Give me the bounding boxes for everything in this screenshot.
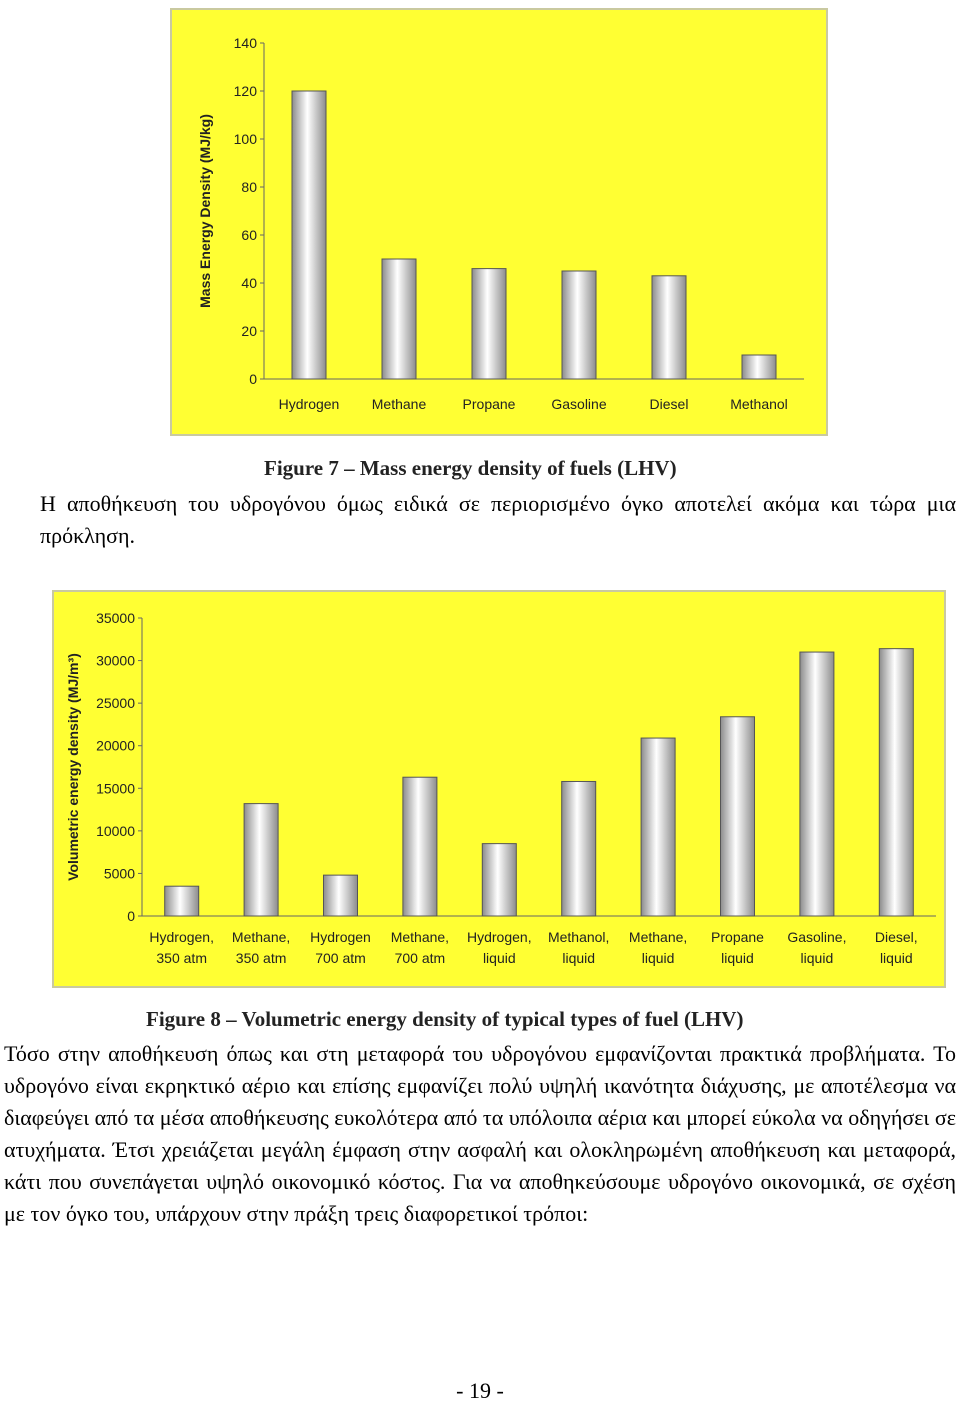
category-label: Propane <box>711 929 764 945</box>
mass-energy-density-chart: 0 20 40 60 80 100 120 140 Mass Energy Density (M… <box>170 8 828 436</box>
y-tick-label: 0 <box>127 908 135 924</box>
volumetric-energy-density-plot: 0 5000 10000 15000 20000 25000 30000 35000 Volum… <box>65 610 936 966</box>
bar <box>402 776 438 917</box>
category-label: Gasoline <box>551 396 606 412</box>
page-number: - 19 - <box>456 1378 504 1403</box>
y-tick-label: 35000 <box>96 610 135 626</box>
y-tick-label: 0 <box>249 371 257 387</box>
y-tick-label: 30000 <box>96 653 135 669</box>
bar <box>640 737 676 917</box>
mass-energy-density-plot: 0 20 40 60 80 100 120 140 Mass Energy Density (M… <box>197 35 804 412</box>
bar <box>799 651 835 917</box>
y-tick-label: 120 <box>234 83 258 99</box>
category-label: Methane, <box>391 929 449 945</box>
bar <box>561 270 597 380</box>
bar <box>291 90 327 380</box>
category-label: Methane, <box>629 929 687 945</box>
y-tick-label: 20 <box>241 323 257 339</box>
y-tick-label: 60 <box>241 227 257 243</box>
y-tick-label: 20000 <box>96 738 135 754</box>
category-label: Methanol <box>730 396 788 412</box>
y-tick-label: 25000 <box>96 695 135 711</box>
category-label: Methanol, <box>548 929 609 945</box>
y-tick-label: 80 <box>241 179 257 195</box>
category-label: Hydrogen <box>310 929 371 945</box>
y-tick-label: 100 <box>234 131 258 147</box>
y-tick-label: 5000 <box>104 865 135 881</box>
category-label: liquid <box>562 950 595 966</box>
category-label: 350 atm <box>236 950 287 966</box>
bar <box>651 275 687 380</box>
y-tick-label: 40 <box>241 275 257 291</box>
bar <box>720 716 755 917</box>
category-label: Hydrogen, <box>149 929 214 945</box>
category-label: Gasoline, <box>787 929 846 945</box>
bar <box>878 648 914 917</box>
category-label: Diesel, <box>875 929 918 945</box>
bar <box>243 803 279 917</box>
category-label: Hydrogen, <box>467 929 532 945</box>
y-tick-label: 15000 <box>96 780 135 796</box>
y-axis-label: Mass Energy Density (MJ/kg) <box>197 114 213 308</box>
category-label: 700 atm <box>315 950 366 966</box>
bar <box>741 354 777 380</box>
volumetric-energy-density-chart: 0 5000 10000 15000 20000 25000 30000 35000 Volum… <box>52 590 946 988</box>
y-tick-label: 140 <box>234 35 258 51</box>
figure-8-caption: Figure 8 – Volumetric energy density of … <box>146 1007 744 1031</box>
category-label: Methane <box>372 396 427 412</box>
bar <box>561 780 597 917</box>
storage-challenge-paragraph: Η αποθήκευση του υδρογόνου όμως ειδικά σ… <box>40 491 956 548</box>
category-label: Diesel <box>650 396 689 412</box>
figure-7-caption: Figure 7 – Mass energy density of fuels … <box>264 456 677 480</box>
category-label: 700 atm <box>395 950 446 966</box>
bar <box>471 268 507 380</box>
bar <box>323 874 358 917</box>
y-axis-label: Volumetric energy density (MJ/m³) <box>65 653 81 881</box>
category-label: liquid <box>483 950 516 966</box>
category-label: liquid <box>642 950 675 966</box>
category-label: Propane <box>463 396 516 412</box>
category-label: liquid <box>721 950 754 966</box>
storage-problems-paragraph: Τόσο στην αποθήκευση όπως και στη μεταφο… <box>4 1041 956 1226</box>
bar <box>381 258 417 380</box>
category-label: Methane, <box>232 929 290 945</box>
category-label: liquid <box>880 950 913 966</box>
y-tick-label: 10000 <box>96 823 135 839</box>
bar <box>164 885 200 917</box>
bar <box>481 843 517 917</box>
category-label: 350 atm <box>156 950 207 966</box>
category-label: liquid <box>801 950 834 966</box>
category-label: Hydrogen <box>279 396 340 412</box>
